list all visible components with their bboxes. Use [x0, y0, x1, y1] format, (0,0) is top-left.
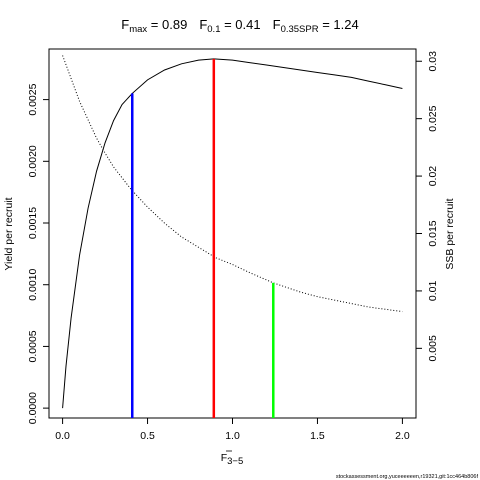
y-right-tick-label: 0.025: [427, 105, 439, 131]
y-right-tick-label: 0.01: [427, 281, 439, 302]
x-axis-title: F3−5: [221, 452, 244, 467]
title-fmax-label: F: [121, 17, 129, 32]
y-left-tick-label: 0.0000: [27, 392, 39, 424]
ssb-per-recruit-line: [62, 55, 403, 313]
title-fmax-value: = 0.89: [147, 17, 187, 32]
y-left-tick-label: 0.0005: [27, 330, 39, 362]
title-fmax-sub: max: [129, 24, 147, 35]
title-f01-label: F: [199, 17, 207, 32]
y-right-axis-title: SSB per recruit: [444, 198, 456, 269]
x-axis-title-main: F: [221, 452, 227, 464]
chart-axes: 0.0 0.5 1.0 1.5 2.0 0.0000 0.0005 0.0010 0.0015 0…: [27, 51, 439, 442]
y-left-axis-title: Yield per recruit: [3, 197, 15, 270]
x-tick-label: 1.5: [310, 430, 325, 442]
title-fspr-value: = 1.24: [319, 17, 359, 32]
title-f01-sub: 0.1: [207, 24, 220, 35]
y-left-tick-label: 0.0025: [27, 83, 39, 115]
yield-per-recruit-line: [62, 58, 403, 409]
plot-frame: [48, 48, 417, 419]
y-right-tick-label: 0.015: [427, 220, 439, 246]
x-axis-title-sub: 3−5: [227, 456, 243, 467]
y-right-tick-label: 0.03: [427, 51, 439, 72]
x-tick-label: 1.0: [225, 430, 240, 442]
title-fspr-sub: 0.35SPR: [281, 24, 319, 35]
y-left-tick-label: 0.0015: [27, 207, 39, 239]
chart-marks: [62, 55, 403, 418]
chart-title: Fmax = 0.89 F0.1 = 0.41 F0.35SPR = 1.24: [121, 17, 358, 35]
title-f01-value: = 0.41: [220, 17, 260, 32]
x-tick-label: 2.0: [395, 430, 410, 442]
x-tick-label: 0.5: [140, 430, 155, 442]
y-right-tick-label: 0.02: [427, 166, 439, 187]
x-tick-label: 0.0: [55, 430, 70, 442]
y-left-tick-label: 0.0010: [27, 269, 39, 301]
y-left-tick-label: 0.0020: [27, 145, 39, 177]
footer-credit: stockassessment.org,yuceeeeeen,r19321,gi…: [336, 474, 479, 480]
title-fspr-label: F: [273, 17, 281, 32]
y-right-tick-label: 0.005: [427, 335, 439, 361]
